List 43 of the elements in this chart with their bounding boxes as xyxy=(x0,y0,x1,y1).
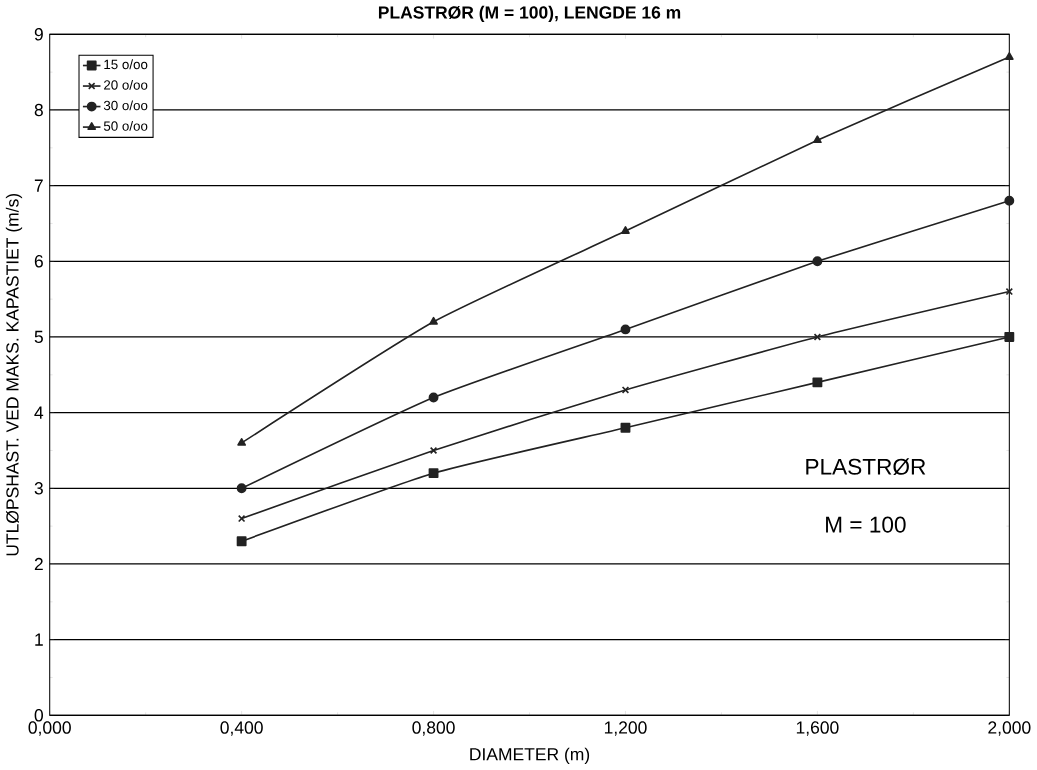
legend-label: 20 o/oo xyxy=(104,80,148,90)
y-tick-label: 3 xyxy=(34,482,43,495)
x-tick-label: 0,000 xyxy=(28,721,71,736)
y-tick-label: 7 xyxy=(34,179,43,192)
point xyxy=(813,135,822,144)
chart-title: PLASTRØR (M = 100), LENGDE 16 m xyxy=(378,5,681,23)
y-tick-label: 0 xyxy=(34,709,43,722)
y-axis-title: UTLØPSHAST. VED MAKS. KAPASTIET (m/s) xyxy=(5,194,23,556)
point xyxy=(236,483,247,494)
annotation: PLASTRØR xyxy=(806,458,926,476)
point xyxy=(429,317,438,325)
y-tick-label: 5 xyxy=(34,331,43,344)
point xyxy=(1005,287,1014,296)
point xyxy=(236,536,247,547)
x-tick-label: 1,600 xyxy=(796,721,839,736)
point xyxy=(237,514,246,523)
y-tick-label: 9 xyxy=(34,28,43,41)
legend-label: 15 o/oo xyxy=(104,59,148,70)
point xyxy=(428,392,439,403)
y-tick-label: 2 xyxy=(34,557,43,571)
x-tick-label: 0,800 xyxy=(412,721,455,736)
x-tick-label: 0,400 xyxy=(220,721,263,736)
point xyxy=(1004,195,1015,206)
x-tick-label: 2,000 xyxy=(988,721,1031,736)
point xyxy=(237,438,247,446)
point xyxy=(620,324,631,335)
x-axis-title: DIAMETER (m) xyxy=(470,747,590,765)
point xyxy=(621,226,630,235)
point xyxy=(1004,332,1015,343)
point xyxy=(620,422,631,433)
y-tick-label: 6 xyxy=(34,255,43,268)
legend-label: 50 o/oo xyxy=(103,121,148,131)
point xyxy=(812,256,823,267)
y-tick-label: 1 xyxy=(35,633,43,646)
point xyxy=(812,377,823,388)
point xyxy=(1004,52,1014,61)
legend-label: 30 o/oo xyxy=(103,100,148,111)
annotation: M = 100 xyxy=(826,516,906,533)
point xyxy=(428,468,439,479)
y-tick-label: 8 xyxy=(34,103,43,117)
x-tick-label: 1,200 xyxy=(604,721,647,736)
y-tick-label: 4 xyxy=(34,406,44,419)
point xyxy=(429,446,438,455)
